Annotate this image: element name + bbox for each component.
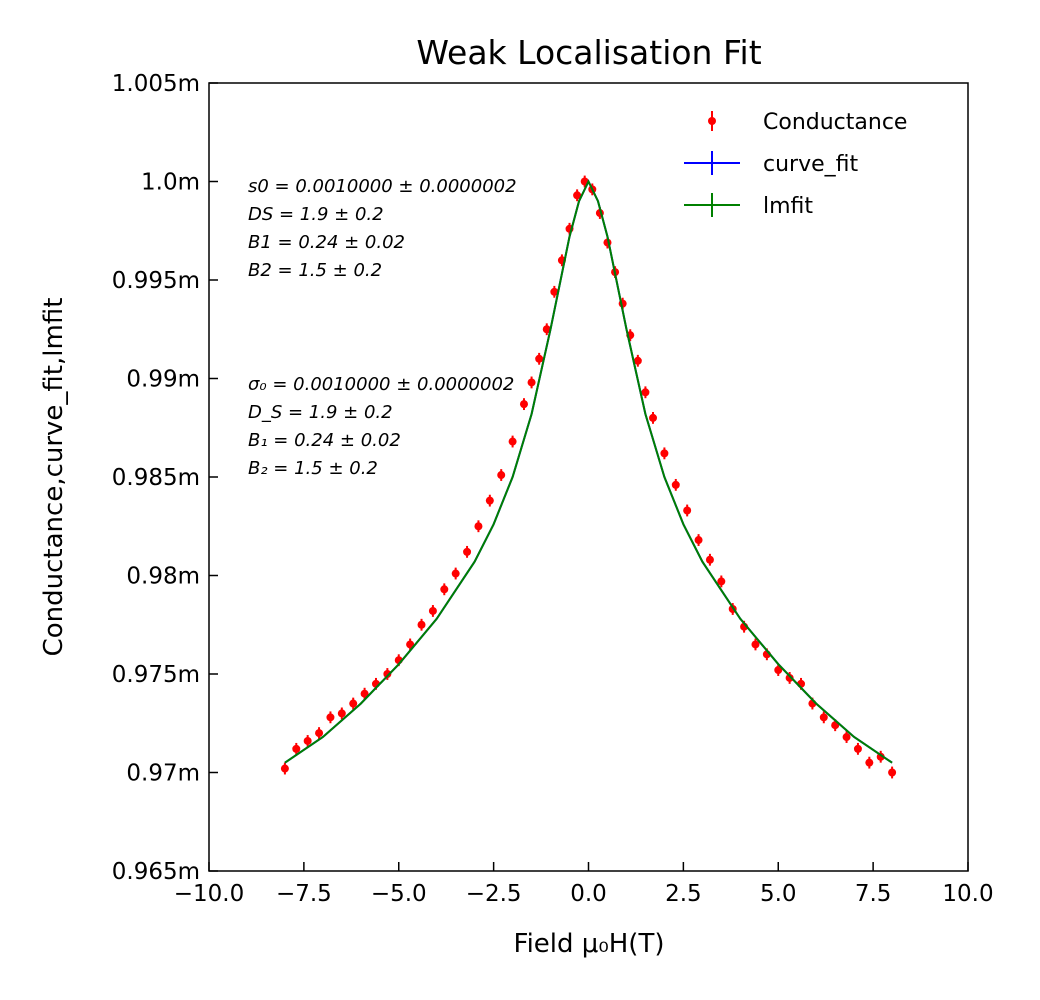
conductance-point [535, 354, 544, 363]
conductance-point [853, 744, 862, 753]
conductance-point [303, 736, 312, 745]
x-axis-label: Field μ₀H(T) [514, 929, 665, 959]
fit-annotation-line: σ₀ = 0.0010000 ± 0.0000002 [248, 374, 514, 395]
conductance-point [641, 388, 650, 397]
x-tick-label: 10.0 [942, 881, 993, 907]
conductance-point [683, 506, 692, 515]
conductance-point [888, 768, 897, 777]
plot-marks [280, 175, 897, 779]
fit-annotation-line: B₁ = 0.24 ± 0.02 [248, 430, 401, 451]
conductance-point [326, 713, 335, 722]
conductance-point [819, 713, 828, 722]
conductance-point [451, 569, 460, 578]
legend-label-curve_fit: curve_fit [763, 152, 858, 177]
fit-annotation-line: B₂ = 1.5 ± 0.2 [248, 458, 378, 479]
y-axis-label: Conductance,curve_fit,lmfit [39, 298, 69, 657]
y-tick-label: 0.995m [112, 268, 200, 294]
y-tick-label: 1.0m [141, 170, 200, 196]
legend-marker-conductance-dot [708, 117, 716, 125]
fit-annotation-line: B2 = 1.5 ± 0.2 [248, 260, 382, 281]
y-tick-label: 0.98m [126, 564, 200, 590]
conductance-point [383, 670, 392, 678]
conductance-point [671, 480, 680, 489]
conductance-point [542, 325, 551, 334]
conductance-point [751, 640, 760, 649]
conductance-point [717, 577, 726, 586]
conductance-point [417, 620, 426, 629]
y-tick-label: 0.965m [112, 859, 200, 885]
conductance-point [508, 437, 517, 446]
chart-title: Weak Localisation Fit [416, 33, 761, 72]
conductance-point [337, 709, 346, 718]
axis-ticks: −10.0 −7.5 −5.0 −2.5 0.0 2.5 5.0 7.5 10.0 0.965m 0… [112, 71, 994, 907]
x-tick-label: 7.5 [855, 881, 892, 907]
conductance-point [573, 191, 582, 200]
x-tick-label: 2.5 [665, 881, 702, 907]
y-tick-label: 0.985m [112, 465, 200, 491]
y-tick-label: 0.975m [112, 662, 200, 688]
conductance-point [865, 758, 874, 767]
fit-annotation-line: B1 = 0.24 ± 0.02 [248, 232, 405, 253]
conductance-point [497, 471, 506, 480]
x-tick-label: −2.5 [466, 881, 522, 907]
conductance-point [428, 606, 437, 615]
conductance-point [315, 729, 324, 738]
conductance-point [280, 764, 289, 773]
x-tick-label: −10.0 [174, 881, 244, 907]
conductance-point [842, 733, 851, 742]
conductance-point [463, 547, 472, 556]
conductance-point [440, 585, 449, 594]
legend-label-Conductance: Conductance [763, 110, 907, 135]
conductance-point [292, 744, 301, 753]
conductance-point [360, 689, 369, 698]
legend-label-lmfit: lmfit [763, 194, 813, 219]
lmfit-line [284, 179, 893, 764]
conductance-point [519, 400, 528, 409]
conductance-point [705, 555, 714, 564]
conductance-point [406, 640, 415, 649]
x-tick-label: −7.5 [276, 881, 332, 907]
conductance-point [774, 666, 783, 675]
fit-annotations: s0 = 0.0010000 ± 0.0000002 DS = 1.9 ± 0.2… [248, 176, 517, 479]
x-tick-label: 0.0 [570, 881, 607, 907]
conductance-point [785, 673, 794, 682]
conductance-point [649, 413, 658, 422]
x-tick-label: −5.0 [371, 881, 427, 907]
conductance-point [550, 287, 559, 296]
y-tick-label: 1.005m [112, 71, 200, 97]
y-tick-label: 0.97m [126, 761, 200, 787]
conductance-point [349, 699, 358, 708]
conductance-point [633, 356, 642, 365]
conductance-point [485, 496, 494, 505]
conductance-point [474, 522, 483, 531]
conductance-point [660, 449, 669, 458]
conductance-point [527, 378, 536, 387]
fit-annotation-line: DS = 1.9 ± 0.2 [248, 204, 384, 225]
y-tick-label: 0.99m [126, 367, 200, 393]
x-tick-label: 5.0 [760, 881, 797, 907]
fit-annotation-line: s0 = 0.0010000 ± 0.0000002 [248, 176, 517, 197]
fit-annotation-line: D_S = 1.9 ± 0.2 [248, 402, 393, 423]
conductance-point [694, 536, 703, 545]
